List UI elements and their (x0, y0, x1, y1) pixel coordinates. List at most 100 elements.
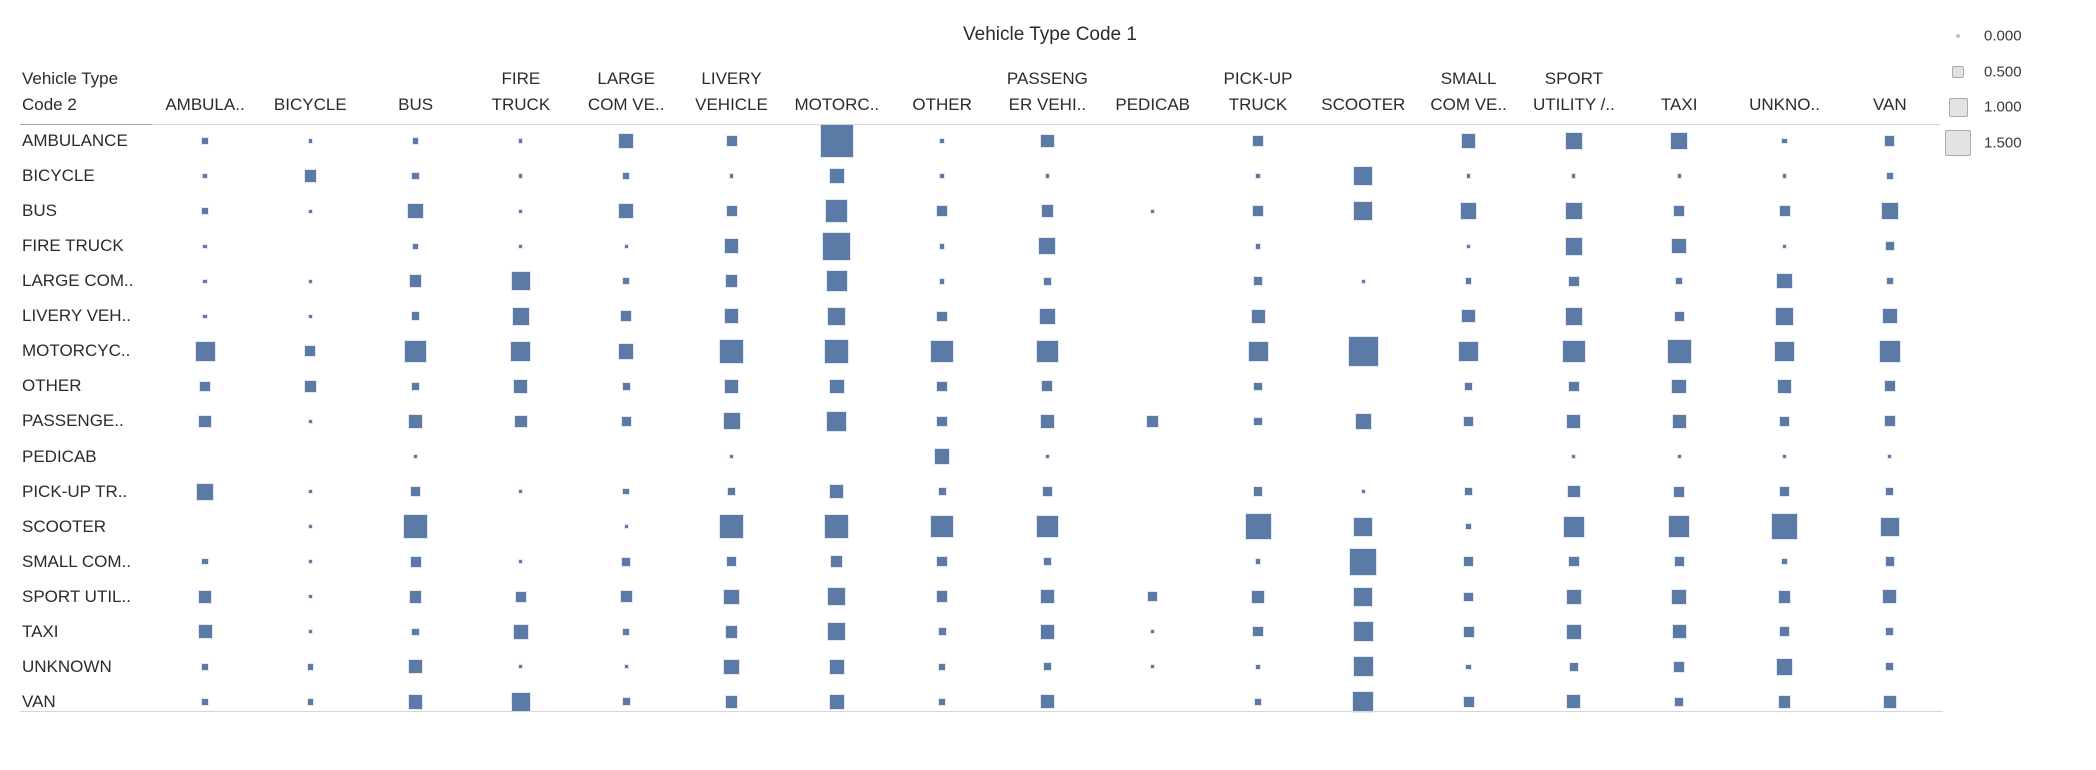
matrix-mark[interactable] (623, 278, 629, 284)
matrix-mark[interactable] (1779, 416, 1790, 427)
column-header-other[interactable]: OTHER (912, 95, 972, 114)
matrix-mark[interactable] (1572, 174, 1576, 178)
matrix-mark[interactable] (1042, 381, 1053, 392)
row-label-pick-up-tr-[interactable]: PICK-UP TR.. (22, 481, 128, 501)
matrix-mark[interactable] (624, 665, 628, 669)
matrix-mark[interactable] (305, 346, 316, 357)
matrix-mark[interactable] (1569, 381, 1579, 392)
matrix-mark[interactable] (511, 272, 531, 291)
matrix-mark[interactable] (1045, 454, 1049, 459)
column-header-pedicab[interactable]: PEDICAB (1115, 95, 1190, 114)
column-header-sport-utility-[interactable]: SPORT UTILITY /.. (1532, 69, 1615, 114)
matrix-mark[interactable] (199, 415, 211, 428)
row-label-scooter[interactable]: SCOOTER (22, 516, 107, 536)
matrix-mark[interactable] (622, 698, 630, 706)
matrix-mark[interactable] (1463, 696, 1474, 707)
matrix-mark[interactable] (1884, 381, 1895, 392)
matrix-mark[interactable] (195, 341, 215, 361)
matrix-mark[interactable] (1040, 695, 1054, 709)
matrix-mark[interactable] (1361, 279, 1365, 283)
column-header-unkno-[interactable]: UNKNO.. (1749, 95, 1820, 114)
matrix-mark[interactable] (1672, 625, 1686, 639)
matrix-mark[interactable] (1151, 665, 1155, 669)
matrix-mark[interactable] (825, 339, 849, 363)
matrix-mark[interactable] (936, 591, 948, 603)
matrix-mark[interactable] (515, 415, 527, 428)
matrix-mark[interactable] (934, 449, 950, 464)
matrix-mark[interactable] (938, 663, 946, 671)
matrix-mark[interactable] (411, 312, 420, 321)
matrix-mark[interactable] (203, 279, 207, 283)
matrix-mark[interactable] (1252, 591, 1264, 603)
matrix-mark[interactable] (308, 139, 312, 143)
matrix-mark[interactable] (308, 419, 312, 424)
matrix-mark[interactable] (828, 588, 846, 606)
matrix-mark[interactable] (1570, 663, 1578, 671)
matrix-mark[interactable] (830, 485, 844, 499)
matrix-mark[interactable] (200, 381, 210, 392)
row-label-bicycle[interactable]: BICYCLE (22, 166, 95, 186)
matrix-mark[interactable] (726, 206, 737, 217)
matrix-mark[interactable] (1460, 203, 1477, 219)
matrix-mark[interactable] (413, 243, 418, 249)
matrix-mark[interactable] (1036, 516, 1059, 538)
row-label-passenge-[interactable]: PASSENGE.. (22, 411, 124, 431)
matrix-mark[interactable] (623, 628, 630, 635)
matrix-mark[interactable] (828, 623, 846, 641)
column-header-large-com-ve-[interactable]: LARGE COM VE.. (587, 69, 665, 114)
matrix-mark[interactable] (1672, 379, 1687, 394)
matrix-mark[interactable] (1463, 626, 1474, 637)
matrix-mark[interactable] (826, 200, 848, 222)
matrix-mark[interactable] (1348, 336, 1378, 366)
matrix-mark[interactable] (1042, 486, 1053, 497)
matrix-mark[interactable] (308, 490, 312, 494)
matrix-mark[interactable] (519, 665, 523, 669)
matrix-mark[interactable] (618, 203, 634, 219)
matrix-mark[interactable] (511, 692, 531, 712)
matrix-mark[interactable] (409, 275, 422, 287)
column-header-passeng-er-vehi-[interactable]: PASSENG ER VEHI.. (1006, 69, 1088, 114)
matrix-mark[interactable] (304, 380, 317, 393)
matrix-mark[interactable] (1148, 592, 1158, 602)
matrix-mark[interactable] (938, 698, 946, 706)
matrix-mark[interactable] (1674, 206, 1685, 217)
row-label-motorcyc-[interactable]: MOTORCYC.. (22, 341, 131, 361)
matrix-mark[interactable] (308, 314, 312, 318)
matrix-mark[interactable] (931, 516, 953, 538)
matrix-mark[interactable] (724, 659, 739, 675)
matrix-mark[interactable] (1782, 174, 1787, 178)
matrix-mark[interactable] (623, 488, 629, 495)
matrix-mark[interactable] (1569, 557, 1579, 567)
matrix-mark[interactable] (1464, 592, 1473, 602)
matrix-mark[interactable] (1565, 133, 1582, 149)
matrix-mark[interactable] (1888, 454, 1892, 459)
matrix-mark[interactable] (829, 379, 844, 394)
matrix-mark[interactable] (1040, 414, 1054, 428)
matrix-mark[interactable] (409, 591, 422, 603)
matrix-mark[interactable] (1885, 557, 1895, 566)
matrix-mark[interactable] (203, 314, 207, 318)
matrix-mark[interactable] (1564, 516, 1584, 537)
matrix-mark[interactable] (1045, 174, 1049, 178)
matrix-mark[interactable] (1041, 134, 1054, 148)
matrix-mark[interactable] (937, 381, 947, 392)
matrix-mark[interactable] (308, 595, 312, 599)
matrix-mark[interactable] (939, 243, 945, 249)
matrix-mark[interactable] (519, 209, 523, 213)
matrix-mark[interactable] (1465, 278, 1472, 284)
matrix-mark[interactable] (725, 275, 738, 287)
column-header-taxi[interactable]: TAXI (1660, 95, 1698, 114)
matrix-mark[interactable] (937, 311, 947, 321)
matrix-mark[interactable] (828, 307, 846, 325)
matrix-mark[interactable] (1466, 664, 1471, 670)
row-label-taxi[interactable]: TAXI (22, 621, 59, 641)
matrix-mark[interactable] (1776, 307, 1793, 325)
matrix-mark[interactable] (202, 664, 208, 670)
matrix-mark[interactable] (1251, 309, 1265, 323)
matrix-mark[interactable] (1777, 273, 1792, 289)
matrix-mark[interactable] (1674, 311, 1684, 321)
matrix-mark[interactable] (412, 382, 420, 390)
matrix-mark[interactable] (829, 659, 845, 675)
matrix-mark[interactable] (1040, 590, 1054, 604)
matrix-mark[interactable] (623, 172, 630, 180)
